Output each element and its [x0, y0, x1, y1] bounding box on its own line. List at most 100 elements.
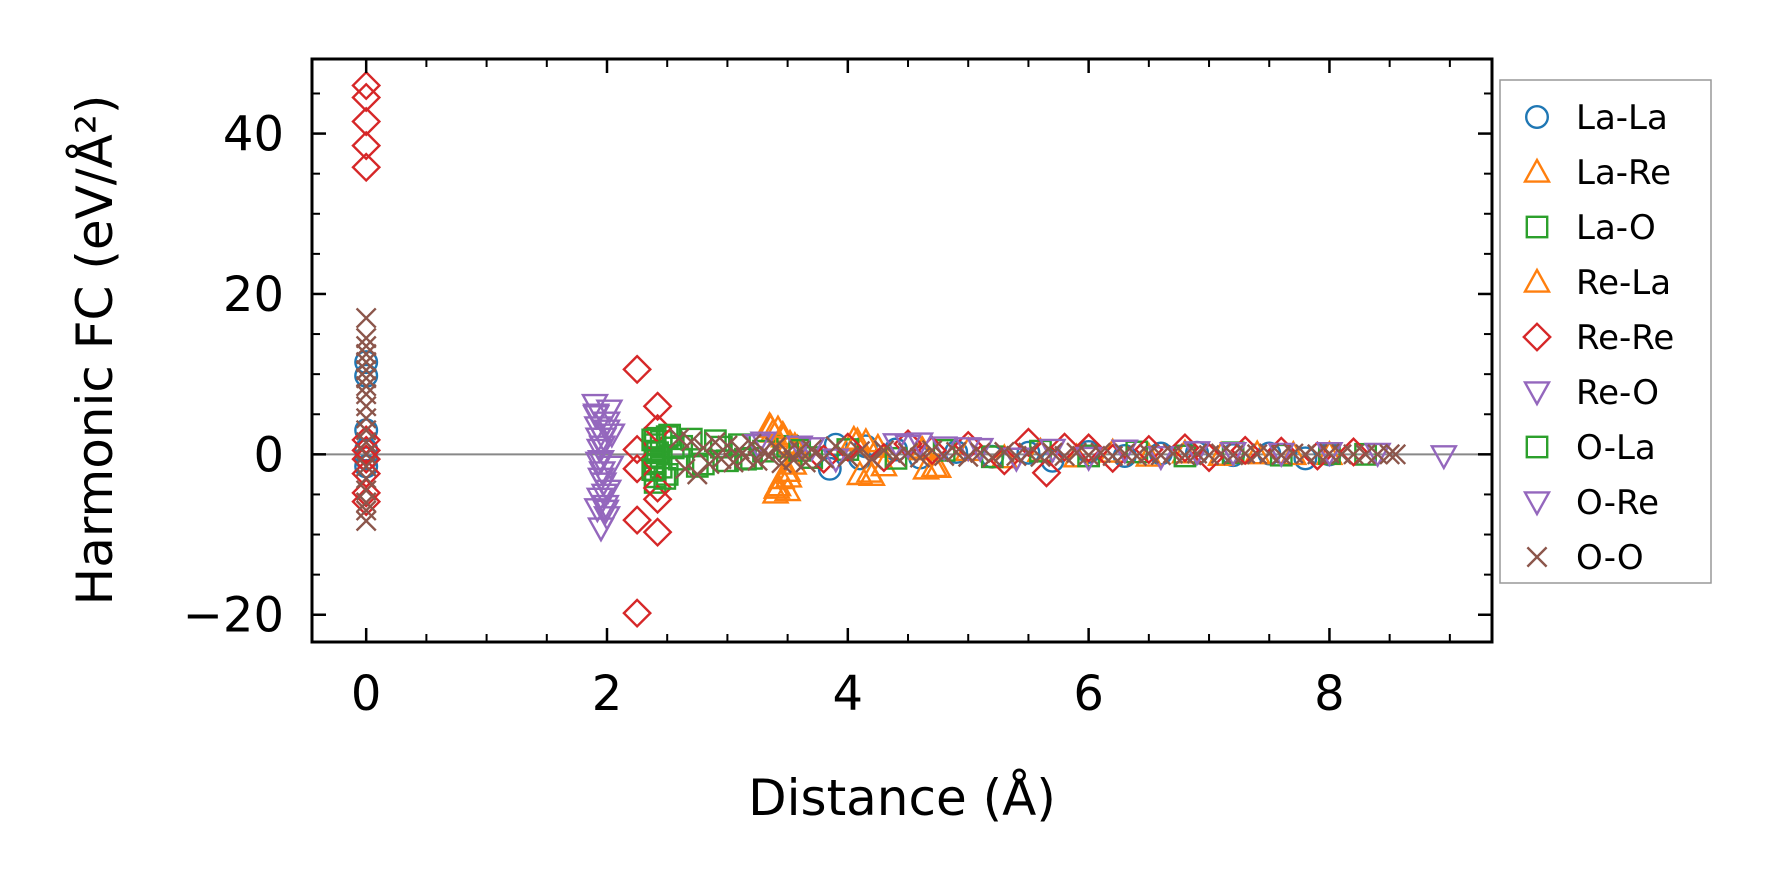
legend-marker-la-o	[1525, 215, 1549, 239]
legend-label-o-re: O-Re	[1576, 483, 1659, 523]
legend-label-la-o: La-O	[1576, 208, 1656, 248]
point-re-o	[1315, 441, 1344, 468]
point-o-o	[1005, 445, 1027, 467]
point-o-o	[993, 441, 1015, 463]
point-o-o	[698, 453, 720, 475]
point-o-o	[355, 367, 377, 389]
point-re-re	[642, 473, 673, 503]
point-o-o	[355, 510, 377, 532]
point-o-re	[584, 451, 613, 477]
point-re-re	[1097, 443, 1128, 474]
point-o-la	[653, 467, 677, 490]
point-re-re	[1049, 432, 1080, 463]
point-o-o	[355, 335, 377, 357]
x-tick-label: 0	[351, 666, 382, 722]
point-o-o	[795, 451, 817, 473]
point-o-o	[1054, 445, 1075, 467]
y-tick-label: 40	[223, 107, 284, 163]
point-o-o	[801, 439, 823, 460]
point-la-o	[716, 449, 739, 473]
point-re-o	[596, 455, 625, 481]
point-la-o	[691, 452, 715, 476]
point-o-la	[641, 428, 665, 452]
point-re-re	[351, 486, 382, 517]
point-la-la	[354, 350, 379, 375]
point-o-o	[897, 442, 919, 464]
point-o-o	[355, 375, 377, 397]
axis-ticks: 0 2 4 6 8 −20 0 20 40	[183, 59, 1492, 722]
point-o-o	[981, 447, 1003, 469]
point-la-re	[1243, 439, 1272, 465]
point-o-re	[585, 487, 614, 513]
point-o-o	[355, 307, 377, 329]
legend: La-La La-Re La-O Re-La Re-Re Re-O O-La O-Re O-O	[1499, 79, 1712, 584]
point-o-o	[921, 439, 943, 461]
plot-area-frame	[310, 57, 1494, 644]
point-o-o	[735, 447, 756, 469]
y-tick-label: −20	[183, 588, 284, 644]
legend-label-la-la: La-La	[1576, 98, 1668, 138]
legend-label-o-la: O-La	[1576, 428, 1656, 468]
point-la-o	[884, 446, 908, 470]
point-o-o	[1017, 442, 1039, 464]
point-o-o	[668, 427, 690, 449]
point-o-o	[885, 446, 907, 468]
point-re-re	[351, 70, 382, 101]
point-re-re	[351, 444, 382, 475]
point-re-la	[768, 419, 797, 446]
point-re-o	[594, 479, 623, 505]
point-o-o	[722, 451, 744, 473]
y-tick-label: 0	[253, 427, 284, 483]
point-o-o	[704, 431, 726, 453]
point-la-la	[1293, 446, 1318, 471]
point-la-o	[703, 429, 727, 453]
point-re-re	[1194, 442, 1224, 473]
point-re-re	[622, 505, 652, 536]
point-o-o	[355, 500, 377, 521]
x-tick-label: 8	[1314, 666, 1345, 722]
point-o-o	[933, 445, 955, 467]
point-o-la	[646, 441, 669, 465]
point-re-re	[642, 517, 673, 548]
point-o-o	[1090, 442, 1112, 464]
point-o-o	[873, 439, 895, 461]
point-o-o	[837, 446, 859, 468]
legend-marker-re-o	[1522, 381, 1552, 407]
point-re-re	[622, 354, 652, 385]
point-la-la	[1016, 440, 1041, 465]
point-re-o	[1429, 445, 1458, 471]
point-re-re	[989, 445, 1020, 476]
point-la-re	[773, 475, 802, 502]
point-o-o	[945, 441, 967, 463]
x-tick-label: 4	[833, 666, 864, 722]
point-re-re	[351, 152, 382, 183]
point-re-re	[622, 434, 652, 465]
legend-label-re-la: Re-La	[1576, 263, 1671, 303]
point-re-re	[351, 130, 382, 161]
point-re-o	[1363, 442, 1392, 469]
point-o-o	[1379, 443, 1401, 465]
point-o-o	[849, 440, 871, 462]
legend-label-o-o: O-O	[1576, 538, 1644, 578]
legend-marker-o-o	[1526, 546, 1548, 568]
legend-marker-re-la	[1522, 267, 1552, 293]
point-re-re	[351, 82, 382, 113]
x-axis-label: Distance (Å)	[748, 769, 1056, 827]
point-re-re	[622, 598, 652, 629]
point-o-re	[592, 411, 622, 437]
point-re-la	[774, 462, 803, 488]
point-o-o	[765, 436, 787, 458]
point-o-o	[1030, 446, 1051, 468]
point-re-o	[583, 498, 612, 524]
point-o-o	[692, 437, 714, 459]
point-re-re	[642, 391, 673, 422]
legend-marker-o-re	[1522, 491, 1552, 517]
point-re-re	[1338, 437, 1369, 467]
point-o-o	[680, 431, 702, 452]
legend-marker-la-la	[1524, 104, 1549, 129]
point-re-re	[642, 484, 673, 515]
point-re-o	[1219, 441, 1248, 468]
point-re-la	[855, 457, 884, 483]
point-o-o	[957, 446, 979, 468]
